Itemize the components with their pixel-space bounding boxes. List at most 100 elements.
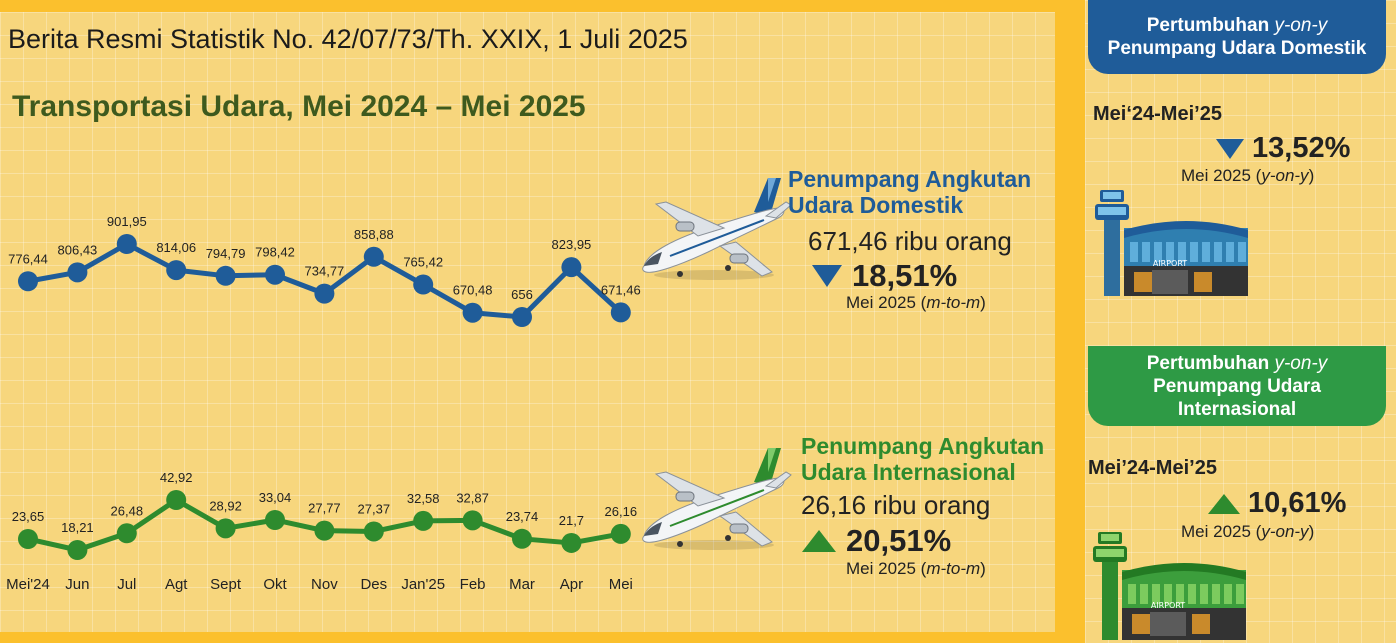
note-prefix: Mei 2025 (	[1181, 522, 1262, 541]
down-arrow-icon	[812, 265, 842, 287]
domestic-data-label: 765,42	[403, 255, 443, 270]
domestic-data-label: 776,44	[8, 251, 48, 266]
domestic-data-label: 656	[511, 287, 533, 302]
domestic-data-point	[413, 274, 434, 295]
heading-prefix: Pertumbuhan	[1146, 353, 1275, 374]
domestic-series-title: Penumpang Angkutan Udara Domestik	[788, 166, 1058, 218]
domestic-title-line1: Penumpang Angkutan	[788, 166, 1032, 192]
international-data-label: 26,16	[605, 504, 638, 519]
yoy-domestic-period: Mei‘24-Mei’25	[1093, 103, 1222, 125]
international-data-point	[67, 540, 88, 560]
international-title-line1: Penumpang Angkutan	[801, 433, 1045, 459]
domestic-data-label: 901,95	[107, 214, 147, 229]
yoy-domestic-note: Mei 2025 (y-on-y)	[1181, 166, 1314, 186]
domestic-data-point	[116, 234, 137, 254]
international-passenger-count: 26,16 ribu orang	[801, 490, 991, 520]
x-tick-label: Sept	[210, 576, 242, 593]
international-data-label: 27,37	[358, 501, 391, 516]
domestic-passenger-count: 671,46 ribu orang	[808, 226, 1012, 256]
domestic-data-point	[314, 283, 335, 304]
international-data-point	[18, 528, 38, 549]
yoy-international-heading-line1: Pertumbuhan y-on-y	[1088, 352, 1386, 375]
note-prefix: Mei 2025 (	[1181, 166, 1262, 185]
yoy-domestic-value: 13,52%	[1252, 132, 1351, 164]
yoy-international-change: 10,61%	[1208, 487, 1346, 520]
note-italic: m-to-m	[926, 559, 981, 578]
x-tick-label: Jan'25	[401, 576, 445, 593]
airport-sign: AIRPORT	[1151, 601, 1185, 610]
domestic-data-label: 671,46	[601, 282, 641, 297]
international-data-label: 27,77	[308, 501, 341, 516]
international-data-label: 21,7	[559, 513, 584, 528]
domestic-data-label: 814,06	[156, 240, 196, 255]
domestic-mtm-value: 18,51%	[852, 258, 958, 293]
report-header: Berita Resmi Statistik No. 42/07/73/Th. …	[8, 24, 688, 54]
x-tick-label: Des	[360, 576, 387, 593]
international-data-label: 32,58	[407, 491, 440, 506]
note-suffix: )	[980, 293, 986, 312]
domestic-data-label: 798,42	[255, 245, 295, 260]
yoy-international-heading-line3: Internasional	[1177, 399, 1297, 420]
domestic-data-point	[363, 246, 384, 267]
domestic-mtm-note: Mei 2025 (m-to-m)	[846, 293, 986, 313]
x-tick-label: Mar	[509, 576, 535, 593]
x-tick-label: Mei'24	[6, 576, 50, 593]
international-mtm-change: 20,51%	[802, 523, 951, 559]
airplane-icon	[642, 448, 792, 550]
x-tick-label: Jun	[65, 576, 89, 593]
international-title-line2: Udara Internasional	[801, 459, 1016, 485]
x-tick-label: Nov	[311, 576, 338, 593]
domestic-data-point	[512, 307, 532, 327]
domestic-data-point	[265, 264, 285, 285]
domestic-data-point	[67, 262, 88, 283]
domestic-data-label: 806,43	[58, 242, 98, 257]
international-data-label: 28,92	[209, 498, 242, 513]
airplane-icon	[642, 178, 792, 280]
yoy-domestic-heading-line2: Penumpang Udara Domestik	[1107, 38, 1367, 59]
yoy-international-period: Mei’24-Mei’25	[1088, 457, 1217, 479]
domestic-data-point	[561, 257, 582, 278]
international-data-label: 32,87	[456, 490, 489, 505]
x-tick-label: Feb	[460, 576, 486, 593]
heading-italic: y-on-y	[1274, 15, 1328, 36]
yoy-international-value: 10,61%	[1248, 487, 1347, 519]
domestic-data-point	[462, 302, 483, 323]
page-title: Transportasi Udara, Mei 2024 – Mei 2025	[12, 90, 586, 123]
domestic-data-label: 734,77	[305, 264, 345, 279]
international-data-point	[561, 532, 582, 553]
international-data-point	[363, 521, 384, 542]
note-prefix: Mei 2025 (	[846, 559, 927, 578]
international-data-label: 33,04	[259, 490, 292, 505]
domestic-data-label: 858,88	[354, 227, 394, 242]
yoy-international-header: Pertumbuhan y-on-y Penumpang Udara Inter…	[1088, 346, 1386, 426]
x-tick-label: Okt	[263, 576, 287, 593]
domestic-data-point	[215, 265, 236, 286]
note-italic: m-to-m	[926, 293, 981, 312]
heading-italic: y-on-y	[1274, 353, 1328, 374]
domestic-data-label: 670,48	[453, 283, 493, 298]
domestic-series-line	[27, 241, 623, 320]
note-italic: y-on-y	[1261, 522, 1309, 541]
line-chart: 776,44 806,43 901,95 814,06 794,79 798,42 734,…	[6, 214, 641, 593]
yoy-domestic-change: 13,52%	[1216, 132, 1350, 165]
international-data-point	[512, 528, 532, 549]
domestic-data-label: 823,95	[552, 237, 592, 252]
airport-tower-icon: AIRPORT	[1095, 190, 1248, 296]
international-data-label: 18,21	[61, 520, 94, 535]
heading-prefix: Pertumbuhan	[1146, 15, 1275, 36]
x-tick-label: Jul	[117, 576, 136, 593]
domestic-data-point	[166, 260, 187, 281]
international-data-point	[215, 518, 236, 539]
airport-sign: AIRPORT	[1153, 259, 1187, 268]
domestic-title-line2: Udara Domestik	[788, 192, 964, 218]
international-data-label: 23,65	[12, 509, 45, 524]
x-tick-label: Agt	[165, 576, 188, 593]
international-data-point	[116, 523, 137, 544]
x-tick-label: Mei	[609, 576, 633, 593]
international-data-label: 26,48	[111, 503, 144, 518]
x-tick-label: Apr	[560, 576, 583, 593]
note-suffix: )	[1308, 522, 1315, 541]
international-data-point	[265, 509, 285, 530]
note-suffix: )	[980, 559, 986, 578]
yoy-international-note: Mei 2025 (y-on-y)	[1181, 522, 1314, 542]
